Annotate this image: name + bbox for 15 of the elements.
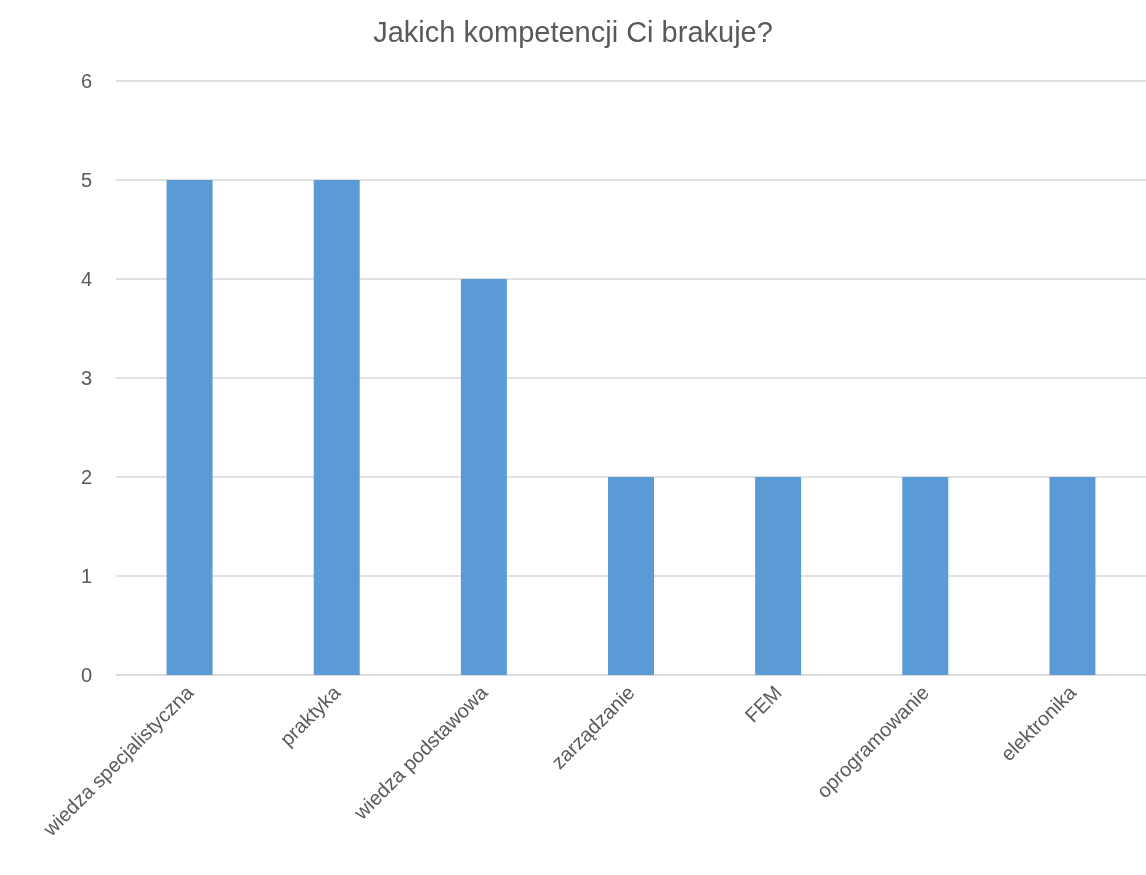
bar bbox=[608, 477, 654, 675]
bar bbox=[166, 180, 213, 675]
bar bbox=[313, 180, 360, 675]
y-tick-label: 3 bbox=[80, 367, 92, 389]
y-tick-label: 0 bbox=[80, 664, 92, 686]
y-tick-label: 6 bbox=[80, 70, 92, 92]
bar bbox=[460, 279, 507, 675]
bar bbox=[1049, 477, 1096, 675]
bar bbox=[902, 477, 949, 675]
bar bbox=[755, 477, 802, 675]
y-tick-label: 2 bbox=[80, 466, 92, 488]
y-tick-label: 1 bbox=[80, 565, 92, 587]
chart-title: Jakich kompetencji Ci brakuje? bbox=[373, 15, 773, 48]
y-tick-label: 5 bbox=[80, 169, 92, 191]
y-tick-label: 4 bbox=[80, 268, 92, 290]
